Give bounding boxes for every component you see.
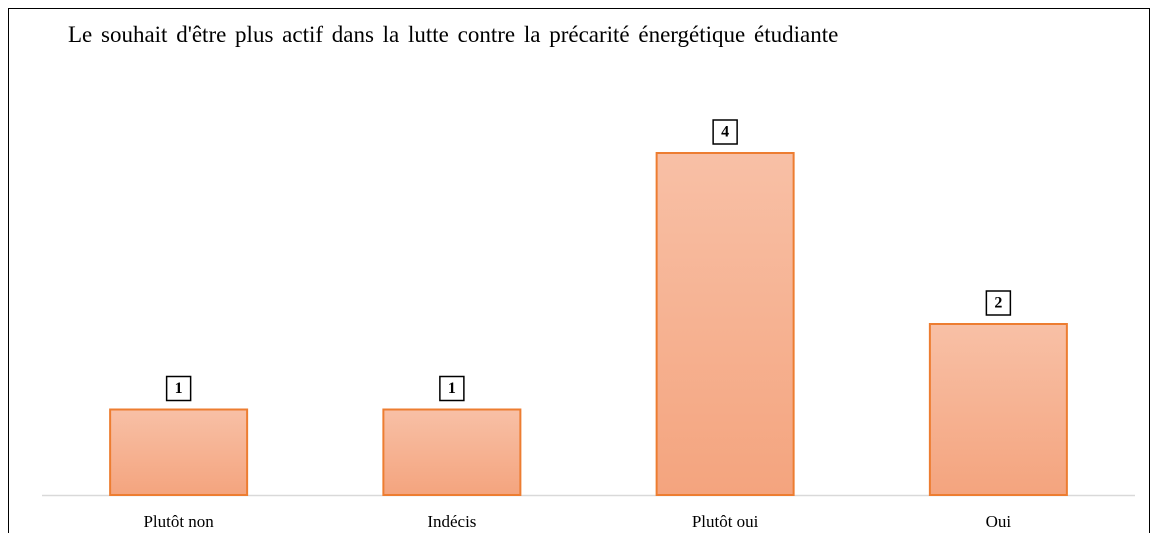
value-label-box	[439, 375, 465, 402]
bar	[928, 323, 1068, 496]
x-tick-label: Plutôt oui	[692, 512, 759, 531]
x-tick-label: Indécis	[427, 512, 476, 531]
value-label: 1	[175, 380, 183, 397]
frame	[8, 8, 1150, 533]
value-label: 1	[448, 380, 456, 397]
x-tick-label: Oui	[986, 512, 1012, 531]
value-label-box	[165, 375, 192, 402]
value-label: 2	[994, 295, 1002, 312]
x-tick-label: Plutôt non	[143, 512, 214, 531]
bar	[655, 152, 795, 496]
bar	[382, 408, 522, 496]
bar	[109, 408, 249, 496]
value-label-box	[985, 290, 1012, 316]
chart-title: Le souhait d'être plus actif dans la lut…	[68, 22, 839, 47]
value-label-box	[712, 119, 738, 145]
value-label: 4	[721, 124, 729, 141]
